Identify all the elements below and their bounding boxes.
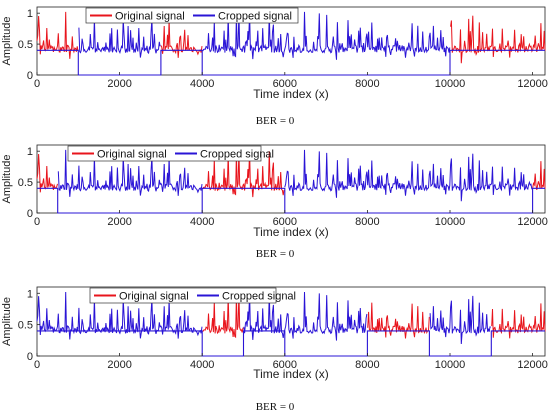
- series-line-original-signal: [36, 149, 546, 198]
- legend-label-original-signal: Original signal: [97, 149, 167, 161]
- y-tick-label: 1: [27, 146, 33, 158]
- x-tick-label: 0: [34, 359, 40, 371]
- x-tick-label: 0: [34, 78, 40, 90]
- x-tick-label: 10000: [435, 78, 466, 90]
- series-line-cropped-signal: [57, 149, 533, 202]
- crop-mask-line: [37, 49, 545, 76]
- x-tick-label: 2000: [107, 216, 131, 228]
- series-line-cropped-signal: [78, 11, 451, 60]
- chart-panels: 0 2000 4000 6000 8000 10000 1200000.51Amplitud…: [1, 6, 548, 413]
- legend-box: [89, 287, 277, 304]
- chart-panel-1: 0 2000 4000 6000 8000 10000 12000 0 0.5 1 Amplitud…: [1, 6, 548, 127]
- crop-mask-line: [37, 187, 545, 214]
- x-tick-label: 10000: [435, 359, 466, 371]
- y-axis-label: Amplitude: [1, 155, 13, 204]
- x-tick-label: 2000: [107, 78, 131, 90]
- x-tick-label: 0: [34, 216, 40, 228]
- x-tick-label: 8000: [355, 216, 379, 228]
- legend-label-cropped-signal: Cropped signal: [218, 11, 292, 23]
- legend: Original signal Cropped signal: [89, 287, 296, 304]
- x-axis-label: Time index (x): [253, 367, 329, 381]
- chart-panel-3: 0 2000 4000 6000 8000 10000 12000 0 0.5 1 Amplitud…: [1, 286, 548, 413]
- y-tick-label: 1: [27, 288, 33, 300]
- y-tick-label: 1: [27, 8, 33, 20]
- y-tick-label: 0: [27, 351, 33, 363]
- x-tick-label: 4000: [190, 216, 214, 228]
- x-tick-label: 2000: [107, 359, 131, 371]
- chart-panel-2: 0 2000 4000 6000 8000 10000 12000 0 0.5 1 Amplitud…: [1, 144, 548, 260]
- x-tick-label: 12000: [517, 216, 548, 228]
- legend-box: [85, 7, 299, 24]
- x-axis-label: Time index (x): [253, 87, 329, 101]
- legend-label-original-signal: Original signal: [115, 11, 185, 23]
- panel-caption: BER = 0: [256, 115, 295, 127]
- x-tick-label: 12000: [517, 78, 548, 90]
- legend: Original signal Cropped signal: [67, 145, 274, 162]
- y-tick-label: 0.5: [18, 39, 33, 51]
- y-tick-label: 0.5: [18, 320, 33, 332]
- y-axis-label: Amplitude: [1, 297, 13, 346]
- y-tick-label: 0.5: [18, 177, 33, 189]
- legend: Original signal Cropped signal: [85, 7, 299, 24]
- legend-label-cropped-signal: Cropped signal: [222, 291, 296, 303]
- panel-caption: BER = 0: [256, 248, 295, 260]
- x-tick-label: 8000: [355, 359, 379, 371]
- crop-mask-line: [37, 330, 545, 357]
- x-tick-label: 8000: [355, 78, 379, 90]
- legend-label-cropped-signal: Cropped signal: [200, 149, 274, 161]
- x-tick-label: 4000: [190, 359, 214, 371]
- x-tick-label: 10000: [435, 216, 466, 228]
- x-tick-label: 6000: [273, 216, 297, 228]
- x-tick-label: 12000: [517, 359, 548, 371]
- y-tick-label: 0: [27, 208, 33, 220]
- x-tick-label: 6000: [273, 78, 297, 90]
- y-axis-label: Amplitude: [1, 17, 13, 66]
- legend-box: [67, 145, 262, 162]
- panel-caption: BER = 0: [256, 401, 295, 413]
- x-tick-label: 6000: [273, 359, 297, 371]
- x-tick-label: 4000: [190, 78, 214, 90]
- x-axis-label: Time index (x): [253, 225, 329, 239]
- legend-label-original-signal: Original signal: [119, 291, 189, 303]
- y-tick-label: 0: [27, 70, 33, 82]
